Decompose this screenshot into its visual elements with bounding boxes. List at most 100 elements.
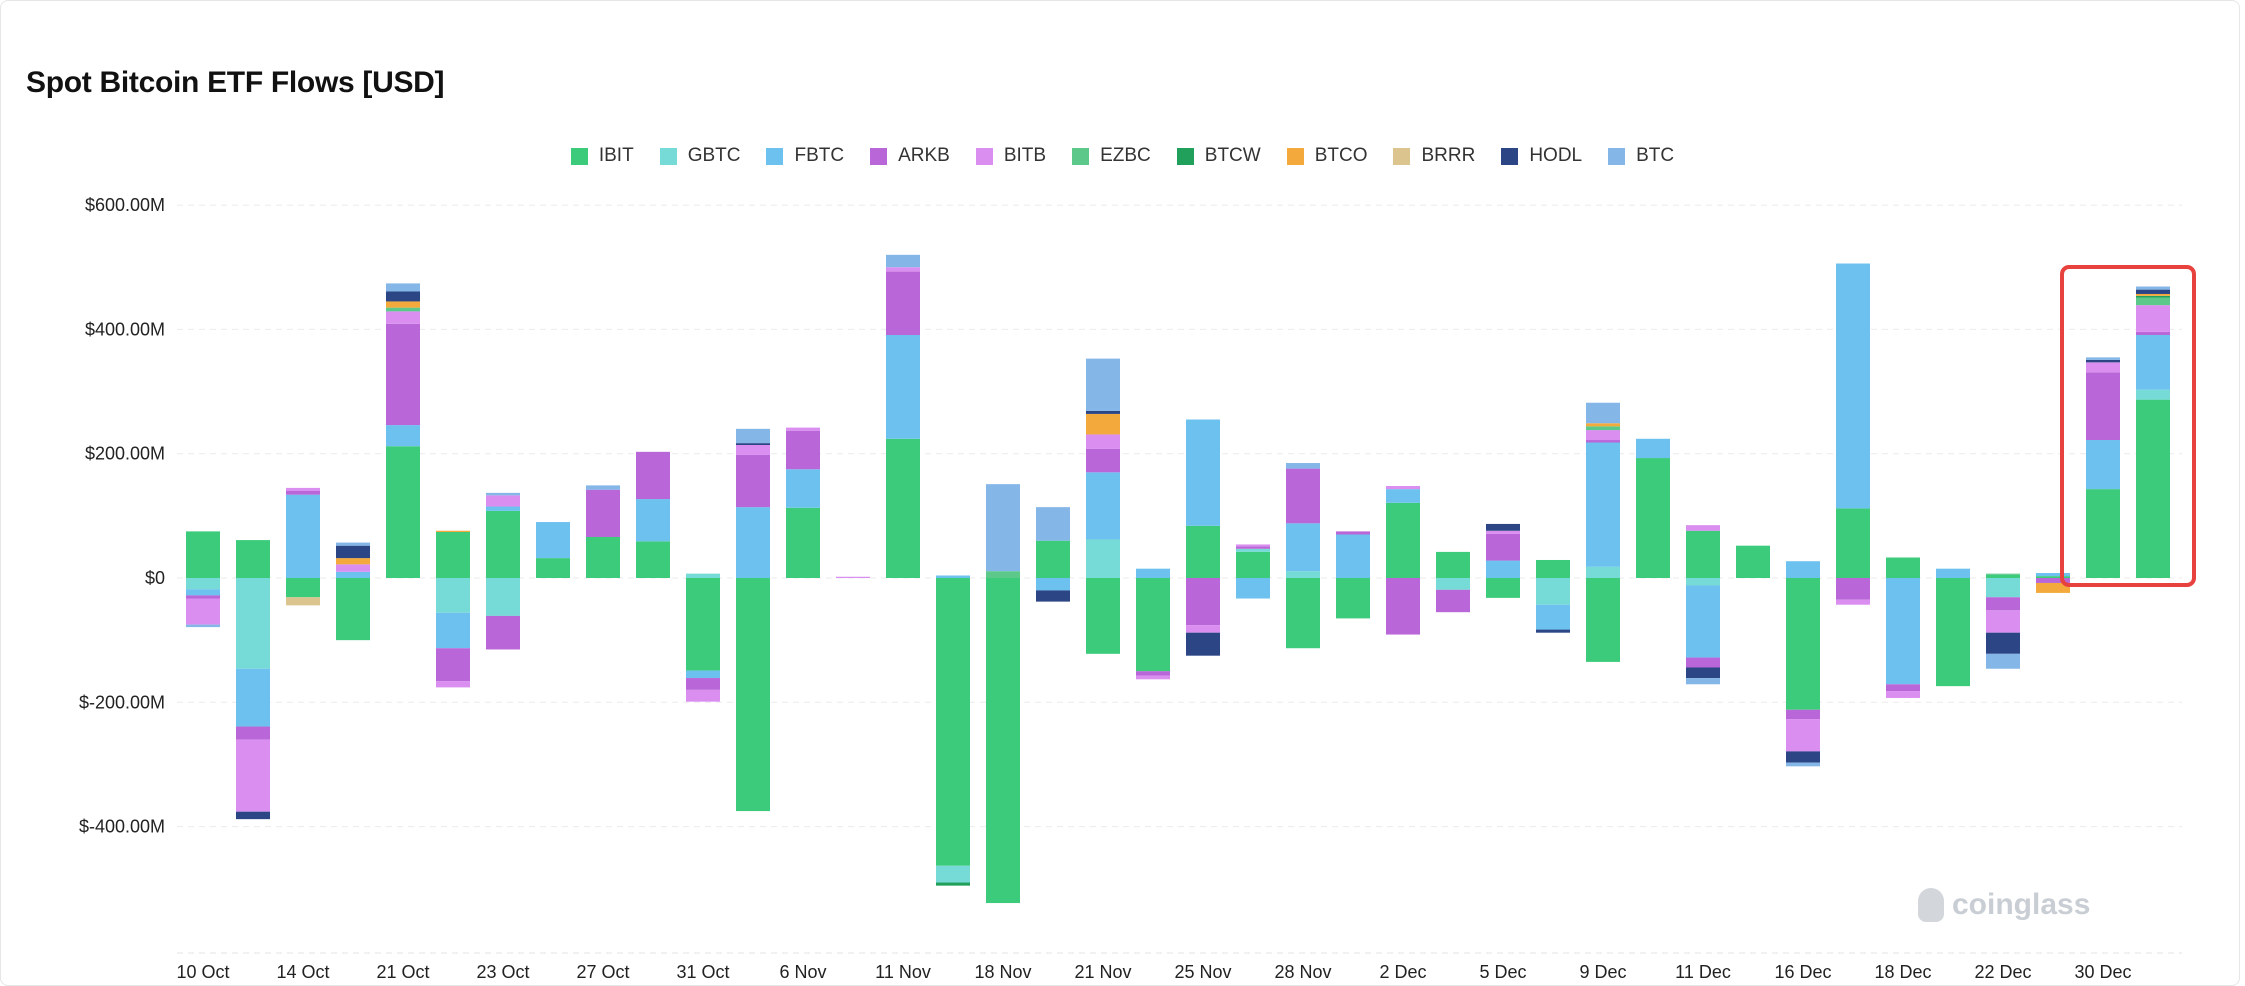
bar-segment-arkb — [386, 323, 420, 426]
bar-segment-ibit — [1136, 578, 1170, 672]
bar-segment-fbtc — [636, 499, 670, 542]
bar-segment-arkb — [1386, 578, 1420, 635]
bar-segment-ibit — [1586, 578, 1620, 662]
x-tick-label: 31 Oct — [676, 962, 729, 982]
bar-segment-arkb — [1686, 657, 1720, 668]
bar-segment-bitb — [736, 444, 770, 455]
bar-segment-fbtc — [886, 334, 920, 439]
x-tick-label: 22 Dec — [1974, 962, 2031, 982]
legend-item-ezbc[interactable]: EZBC — [1072, 145, 1151, 167]
legend-item-btco[interactable]: BTCO — [1286, 145, 1367, 167]
legend-swatch — [766, 147, 784, 165]
legend-label: BRRR — [1421, 145, 1476, 166]
x-tick-label: 23 Oct — [476, 962, 529, 982]
bar-segment-fbtc — [1086, 472, 1120, 540]
bar-segment-gbtc — [1536, 578, 1570, 605]
legend-item-hodl[interactable]: HODL — [1501, 145, 1582, 167]
bar-segment-bitb — [786, 427, 820, 431]
legend-item-fbtc[interactable]: FBTC — [766, 145, 844, 167]
legend-item-btcw[interactable]: BTCW — [1176, 145, 1261, 167]
bar-segment-fbtc — [1886, 578, 1920, 685]
legend-item-arkb[interactable]: ARKB — [870, 145, 950, 167]
bar-segment-btcw — [2136, 295, 2170, 298]
x-tick-label: 2 Dec — [1379, 962, 1426, 982]
bar-segment-gbtc — [2136, 389, 2170, 400]
bar-segment-gbtc — [1236, 548, 1270, 552]
bar-segment-hodl — [1986, 632, 2020, 654]
bar-segment-btc — [486, 492, 520, 496]
bar-segment-fbtc — [1936, 568, 1970, 578]
bar-segment-ibit — [1036, 540, 1070, 578]
x-tick-label: 25 Nov — [1174, 962, 1231, 982]
bar-segment-fbtc — [1336, 534, 1370, 578]
bar-segment-ibit — [1236, 551, 1270, 578]
bar-segment-btc — [1086, 358, 1120, 411]
chart-legend: IBIT GBTC FBTC ARKB BITB EZBC BTCW BTCO BRRR HODL… — [0, 145, 2245, 167]
legend-label: HODL — [1529, 145, 1583, 166]
bar-segment-ibit — [736, 578, 770, 812]
bar-segment-bitb — [1086, 434, 1120, 449]
bar-segment-ibit — [586, 536, 620, 578]
bar-segment-ibit — [1386, 502, 1420, 578]
coinglass-logo-icon — [1918, 888, 1944, 922]
bar-segment-btco — [436, 530, 470, 533]
bar-segment-fbtc — [1636, 438, 1670, 459]
y-tick-label: $400.00M — [85, 319, 165, 339]
bar-segment-arkb — [1486, 533, 1520, 561]
bar-segment-arkb — [2086, 372, 2120, 441]
bar-segment-gbtc — [1436, 578, 1470, 590]
legend-swatch — [1501, 147, 1519, 165]
bar-segment-bitb — [1486, 530, 1520, 534]
bar-segment-arkb — [1836, 578, 1870, 600]
bar-segment-arkb — [186, 595, 220, 599]
legend-item-ibit[interactable]: IBIT — [570, 145, 634, 167]
legend-item-brrr[interactable]: BRRR — [1393, 145, 1475, 167]
bar-segment-fbtc — [686, 670, 720, 679]
bar-segment-arkb — [2036, 578, 2070, 583]
bar-segment-btc — [2136, 286, 2170, 290]
legend-item-btc[interactable]: BTC — [1608, 145, 1674, 167]
bar-segment-btco — [1086, 413, 1120, 435]
bar-segment-gbtc — [1586, 566, 1620, 578]
bar-segment-ibit — [436, 532, 470, 578]
bar-segment-btc — [336, 542, 370, 546]
legend-item-gbtc[interactable]: GBTC — [659, 145, 740, 167]
bar-segment-ibit — [1286, 578, 1320, 649]
bar-segment-hodl — [386, 291, 420, 302]
bar-segment-bitb — [1686, 525, 1720, 531]
bar-segment-hodl — [736, 443, 770, 445]
bar-segment-gbtc — [436, 578, 470, 613]
bar-segment-arkb — [486, 615, 520, 650]
bar-segment-fbtc — [2136, 334, 2170, 390]
bar-segment-bitb — [1786, 719, 1820, 752]
bar-segment-gbtc — [236, 578, 270, 669]
bar-segment-btc — [1586, 402, 1620, 424]
x-tick-label: 5 Dec — [1479, 962, 1526, 982]
bar-segment-hodl — [2086, 359, 2120, 363]
bar-segment-hodl — [1486, 523, 1520, 531]
bar-segment-bitb — [836, 576, 870, 578]
legend-label: IBIT — [598, 145, 634, 166]
bar-segment-ibit — [336, 578, 370, 641]
bar-segment-hodl — [1086, 410, 1120, 414]
bar-segment-fbtc — [386, 425, 420, 447]
bar-segment-bitb — [1586, 430, 1620, 441]
bar-segment-fbtc — [536, 522, 570, 559]
bar-segment-ibit — [936, 578, 970, 866]
bar-segment-fbtc — [1236, 578, 1270, 599]
bar-segment-btco — [2136, 293, 2170, 296]
bar-segment-arkb — [736, 454, 770, 508]
x-tick-label: 18 Dec — [1874, 962, 1931, 982]
bar-segment-ibit — [1436, 551, 1470, 578]
bar-segment-fbtc — [1686, 585, 1720, 658]
bar-segment-fbtc — [1186, 419, 1220, 526]
bar-segment-arkb — [1986, 597, 2020, 611]
legend-item-bitb[interactable]: BITB — [975, 145, 1046, 167]
bar-segment-btc — [2086, 357, 2120, 360]
x-tick-label: 11 Nov — [875, 962, 931, 982]
x-tick-label: 14 Oct — [276, 962, 329, 982]
bar-segment-arkb — [1186, 578, 1220, 626]
x-tick-label: 10 Oct — [176, 962, 229, 982]
bar-segment-arkb — [586, 489, 620, 537]
bar-segment-gbtc — [186, 578, 220, 590]
